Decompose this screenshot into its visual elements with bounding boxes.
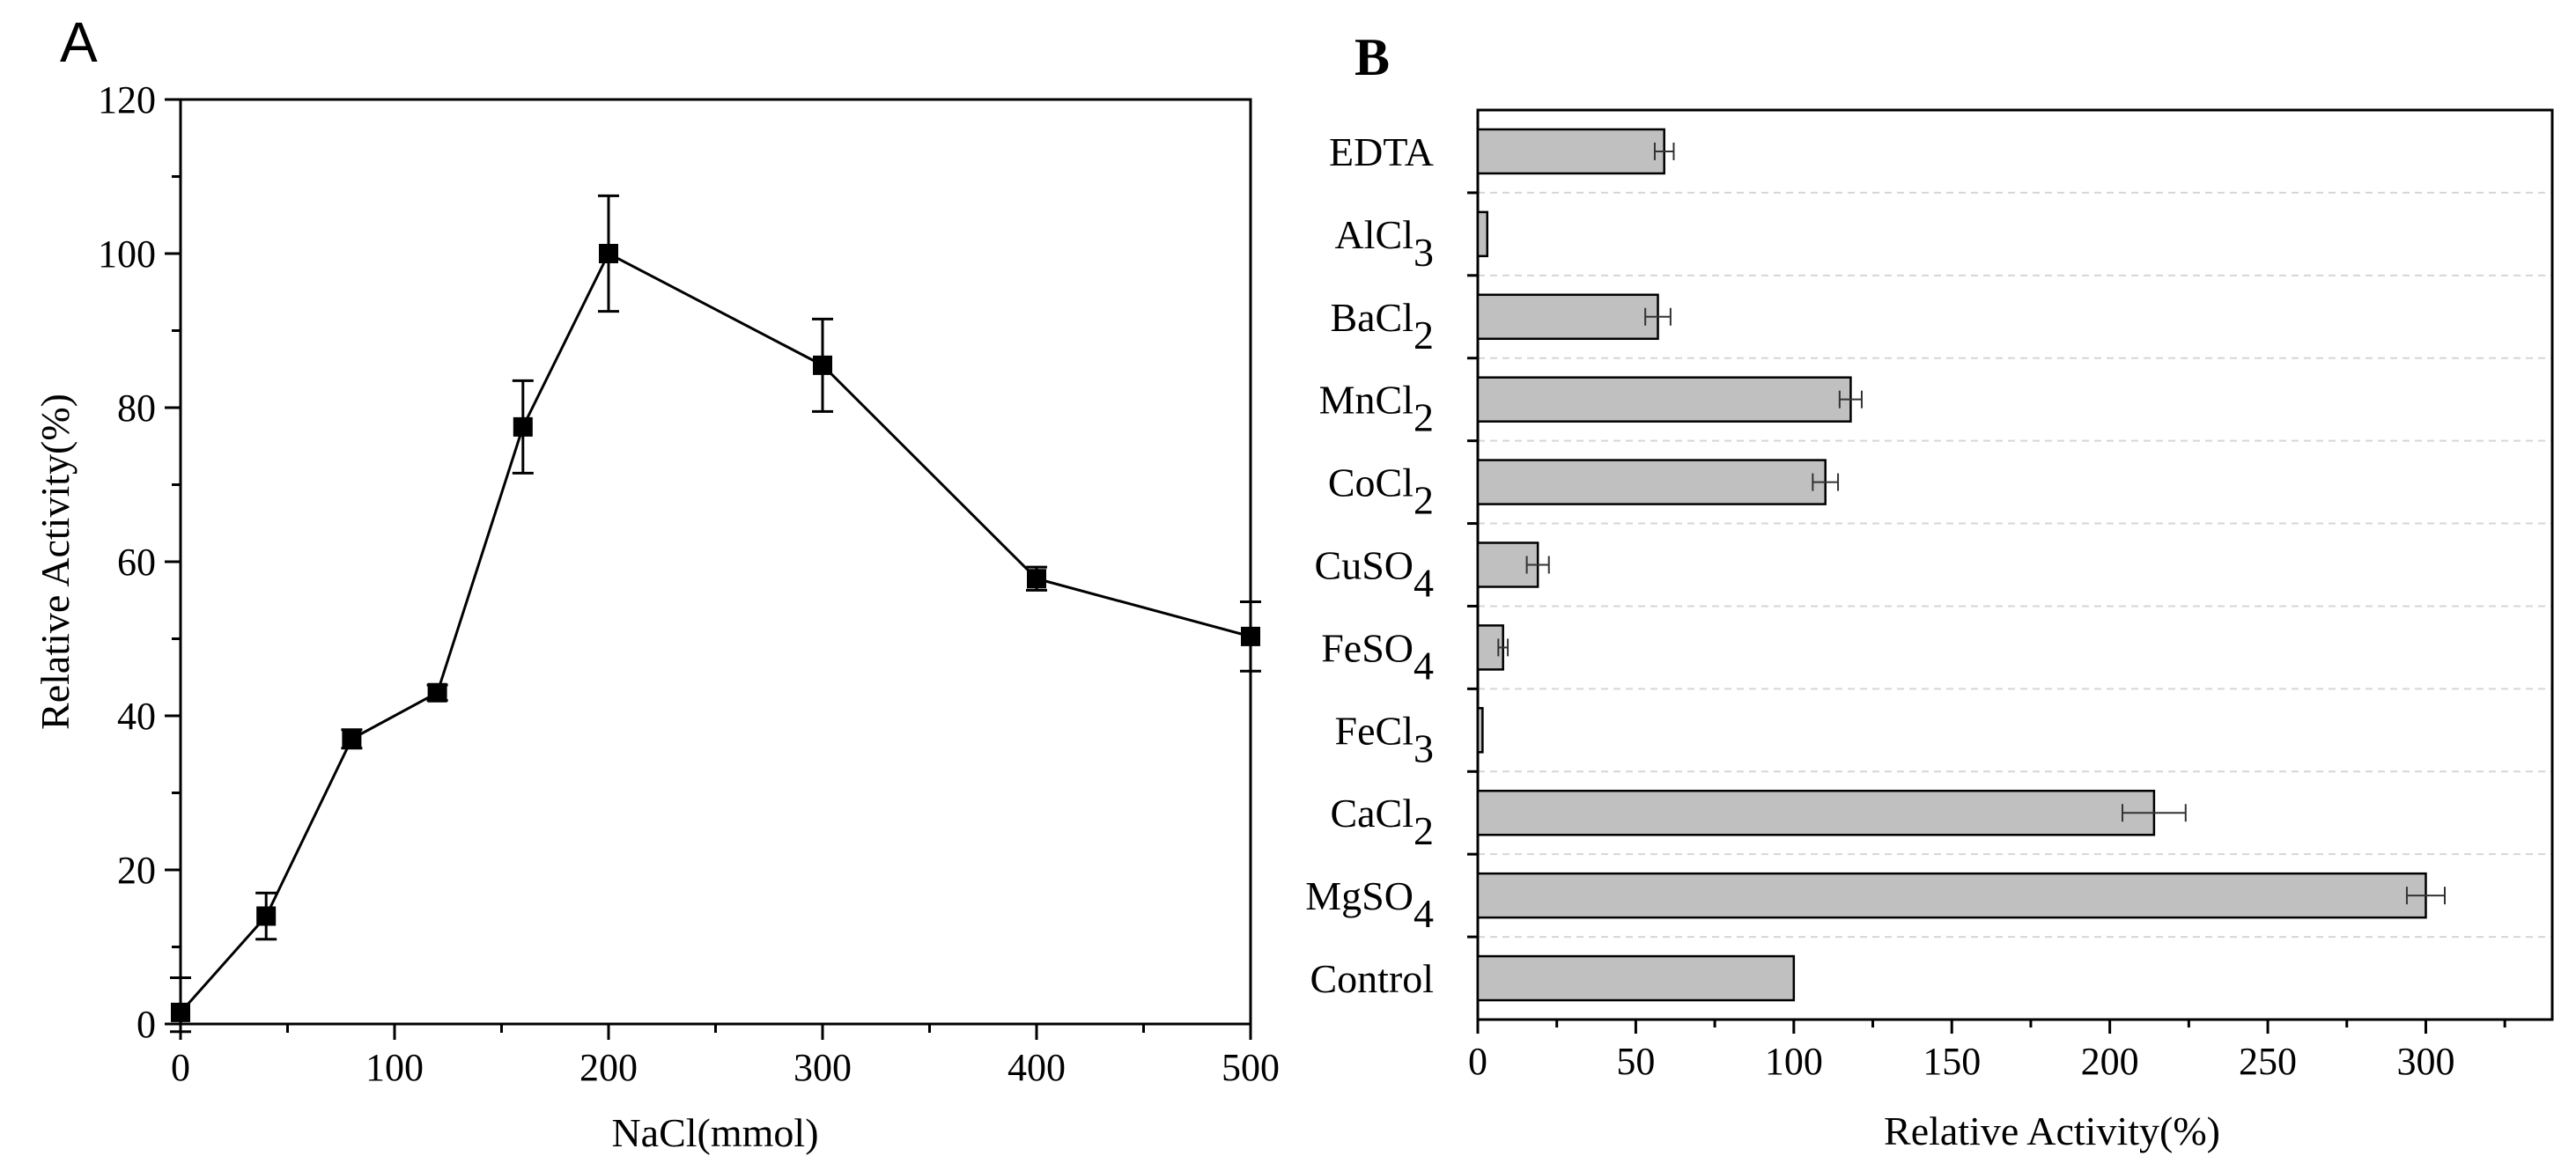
panel-a-data-point xyxy=(599,244,618,263)
panel-b-category-subscript: 2 xyxy=(1413,313,1434,357)
panel-a-y-axis-label: Relative Activity(%) xyxy=(33,394,78,730)
panel-b-category-subscript: 2 xyxy=(1413,808,1434,853)
panel-b-category-base: EDTA xyxy=(1329,129,1434,174)
panel-b-category-base: CoCl xyxy=(1328,460,1413,505)
panel-b-category-base: MgSO xyxy=(1305,873,1413,918)
panel-b-category-base: FeSO xyxy=(1321,625,1413,670)
panel-a-y-tick-label: 100 xyxy=(98,232,156,276)
panel-b-bar xyxy=(1476,376,1852,423)
panel-a-x-tick-label: 100 xyxy=(365,1046,424,1089)
panel-a-y-tick-label: 80 xyxy=(117,387,156,430)
panel-b-bar xyxy=(1476,872,2427,919)
panel-b-category-base: CuSO xyxy=(1315,543,1413,588)
panel-b-bar xyxy=(1476,789,2156,836)
panel-a-data-point xyxy=(1241,626,1260,646)
panel-a-x-tick-label: 300 xyxy=(793,1046,852,1089)
panel-b-category-subscript: 3 xyxy=(1413,725,1434,770)
panel-b-x-tick-label: 50 xyxy=(1616,1040,1655,1083)
panel-b-x-axis-label: Relative Activity(%) xyxy=(1884,1108,2220,1153)
panel-a-data-point xyxy=(342,729,362,749)
panel-b-category-label: BaCl2 xyxy=(1330,295,1434,357)
panel-b-x-tick-label: 250 xyxy=(2239,1040,2297,1083)
panel-b-bar xyxy=(1476,954,1796,1002)
panel-b-category-label: MgSO4 xyxy=(1305,873,1434,936)
panel-b-bar xyxy=(1476,541,1539,588)
panel-a-x-axis-label: NaCl(mmol) xyxy=(611,1110,818,1155)
panel-a-label: A xyxy=(60,11,98,74)
panel-b-category-label: FeCl3 xyxy=(1335,708,1434,770)
panel-b-x-tick-label: 300 xyxy=(2396,1040,2454,1083)
panel-b-category-base: AlCl xyxy=(1335,212,1413,257)
panel-b-x-tick-label: 0 xyxy=(1468,1040,1487,1083)
panel-a-x-tick-label: 0 xyxy=(171,1046,190,1089)
panel-b-category-label: EDTA xyxy=(1329,129,1434,174)
panel-b-bar-chart: B 0 50 100 150 200 250 300 EDTAAlCl3BaCl2MnCl2… xyxy=(1305,28,2554,1153)
panel-b-bar xyxy=(1476,128,1665,175)
panel-a-x-tick-label: 400 xyxy=(1008,1046,1066,1089)
panel-b-category-label: CaCl2 xyxy=(1330,791,1434,853)
panel-a-y-tick-label: 20 xyxy=(117,849,156,892)
panel-a-data-point xyxy=(513,416,533,437)
panel-a-series-line xyxy=(179,251,1251,1013)
panel-b-category-base: MnCl xyxy=(1319,378,1413,423)
panel-a-frame xyxy=(179,98,1252,1026)
panel-b-x-tick-label: 150 xyxy=(1923,1040,1981,1083)
panel-b-category-subscript: 4 xyxy=(1413,643,1434,688)
panel-b-category-label: Control xyxy=(1310,956,1434,1001)
panel-a-x-tick-label: 500 xyxy=(1222,1046,1280,1089)
panel-b-category-label: MnCl2 xyxy=(1319,378,1434,440)
panel-a-y-tick-label: 0 xyxy=(137,1003,156,1046)
panel-a-x-tick-label: 200 xyxy=(579,1046,638,1089)
panel-b-label: B xyxy=(1354,28,1390,86)
panel-b-category-base: FeCl xyxy=(1335,708,1413,753)
panel-a-data-point xyxy=(256,906,277,926)
panel-b-category-label: AlCl3 xyxy=(1335,212,1434,275)
panel-b-category-subscript: 2 xyxy=(1413,395,1434,440)
panel-b-category-base: BaCl xyxy=(1330,295,1413,340)
panel-b-bar xyxy=(1476,707,1484,754)
panel-b-x-tick-label: 100 xyxy=(1765,1040,1823,1083)
panel-a-y-tick-label: 40 xyxy=(117,695,156,738)
panel-b-category-base: CaCl xyxy=(1330,791,1413,836)
panel-a-data-point xyxy=(813,355,832,375)
panel-b-category-base: Control xyxy=(1310,956,1434,1001)
panel-b-category-subscript: 2 xyxy=(1413,478,1434,523)
panel-a-data-point xyxy=(171,1002,190,1022)
panel-b-category-label: FeSO4 xyxy=(1321,625,1434,688)
panel-a-line-chart: A 0 20 40 60 80 100 120 0 100 200 300 400 500 Relat… xyxy=(33,11,1280,1155)
panel-b-category-subscript: 4 xyxy=(1413,561,1434,606)
panel-a-y-tick-label: 120 xyxy=(98,78,156,122)
panel-b-x-tick-label: 200 xyxy=(2081,1040,2139,1083)
panel-a-data-point xyxy=(1027,569,1046,589)
panel-b-category-subscript: 3 xyxy=(1413,230,1434,275)
panel-b-bar xyxy=(1476,459,1827,505)
panel-b-bar xyxy=(1476,293,1659,341)
panel-a-data-point xyxy=(427,682,447,703)
panel-b-bar xyxy=(1476,210,1489,258)
panel-b-category-subscript: 4 xyxy=(1413,891,1434,936)
panel-a-y-tick-label: 60 xyxy=(117,541,156,584)
panel-b-category-label: CoCl2 xyxy=(1328,460,1434,523)
panel-b-category-label: CuSO4 xyxy=(1315,543,1434,606)
